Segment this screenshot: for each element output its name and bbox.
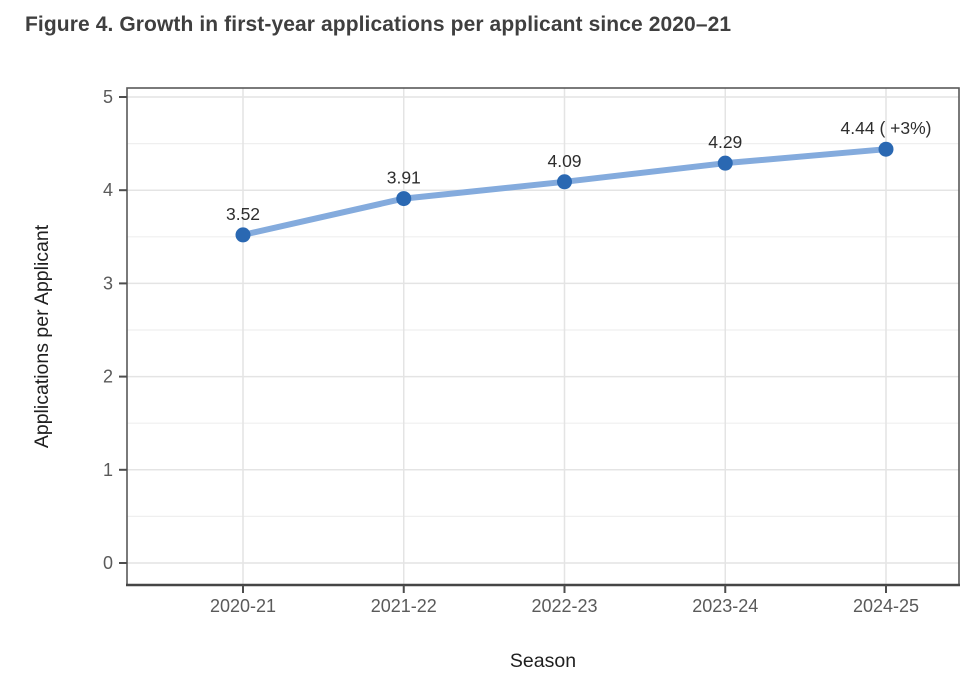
y-tick-label: 3: [103, 273, 113, 293]
x-tick-label: 2022-23: [531, 596, 597, 616]
data-point: [717, 155, 733, 171]
x-tick-label: 2020-21: [210, 596, 276, 616]
x-tick-label: 2023-24: [692, 596, 758, 616]
panel-background: [127, 88, 959, 585]
data-point: [878, 141, 894, 157]
y-tick-label: 1: [103, 460, 113, 480]
x-tick-label: 2021-22: [371, 596, 437, 616]
data-point: [557, 174, 572, 190]
data-point-label: 4.44 ( +3%): [841, 118, 932, 138]
y-tick-label: 5: [103, 87, 113, 107]
figure-title: Figure 4. Growth in first-year applicati…: [25, 13, 732, 36]
y-tick-label: 4: [103, 180, 113, 200]
y-tick-label: 0: [103, 553, 113, 573]
x-axis-title: Season: [510, 650, 576, 672]
y-axis-title: Applications per Applicant: [31, 224, 53, 448]
x-tick-label: 2024-25: [853, 596, 919, 616]
data-point: [396, 191, 412, 207]
data-point-label: 3.52: [226, 204, 260, 224]
data-point: [235, 227, 251, 243]
y-tick-label: 2: [103, 367, 113, 387]
data-point-label: 4.29: [708, 132, 742, 152]
data-point-label: 3.91: [387, 168, 421, 188]
data-point-label: 4.09: [547, 151, 581, 171]
